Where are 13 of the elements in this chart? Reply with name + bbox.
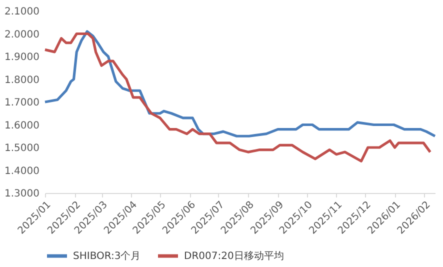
y-tick-label: 2.0000 [4,29,40,40]
line-series [44,32,432,162]
y-tick-label: 1.9000 [4,52,40,63]
y-tick-label: 1.7000 [4,98,40,108]
y-tick-label: 1.4000 [4,166,40,177]
line-series [44,30,436,138]
y-tick-label: 2.1000 [4,6,40,18]
legend-label: SHIBOR:3个月 [73,250,141,262]
y-tick-label: 1.8000 [4,74,40,86]
y-tick-label: 1.3000 [4,188,40,200]
y-tick-label: 1.6000 [4,120,40,132]
y-tick-label: 1.5000 [4,143,40,154]
legend-label: DR007:20日移动平均 [184,250,284,262]
